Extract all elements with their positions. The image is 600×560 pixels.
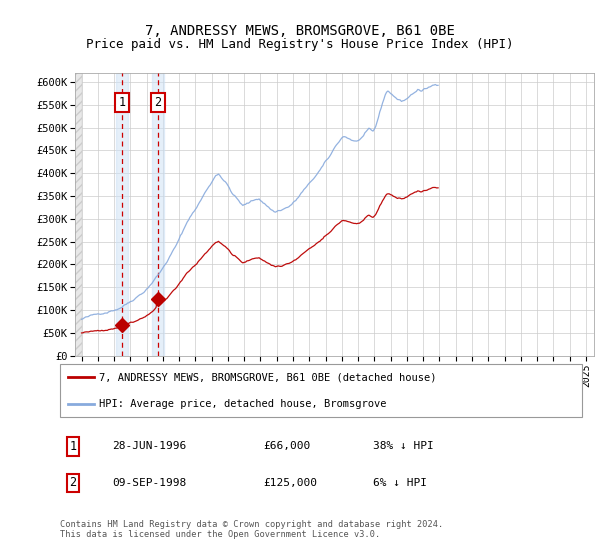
Text: 28-JUN-1996: 28-JUN-1996 [112, 441, 187, 451]
Text: HPI: Average price, detached house, Bromsgrove: HPI: Average price, detached house, Brom… [99, 399, 386, 409]
Text: 1: 1 [70, 440, 77, 453]
Text: 09-SEP-1998: 09-SEP-1998 [112, 478, 187, 488]
Text: 2: 2 [154, 96, 161, 109]
Text: 2: 2 [70, 477, 77, 489]
Text: £125,000: £125,000 [263, 478, 317, 488]
Bar [116, 73, 128, 356]
Text: 7, ANDRESSY MEWS, BROMSGROVE, B61 0BE: 7, ANDRESSY MEWS, BROMSGROVE, B61 0BE [145, 24, 455, 38]
FancyBboxPatch shape [60, 364, 582, 417]
Text: 38% ↓ HPI: 38% ↓ HPI [373, 441, 434, 451]
Text: Price paid vs. HM Land Registry's House Price Index (HPI): Price paid vs. HM Land Registry's House … [86, 38, 514, 51]
Text: £66,000: £66,000 [263, 441, 311, 451]
Text: Contains HM Land Registry data © Crown copyright and database right 2024.
This d: Contains HM Land Registry data © Crown c… [60, 520, 443, 539]
Text: 6% ↓ HPI: 6% ↓ HPI [373, 478, 427, 488]
Text: 1: 1 [118, 96, 125, 109]
Bar [152, 73, 164, 356]
Text: 7, ANDRESSY MEWS, BROMSGROVE, B61 0BE (detached house): 7, ANDRESSY MEWS, BROMSGROVE, B61 0BE (d… [99, 372, 437, 382]
